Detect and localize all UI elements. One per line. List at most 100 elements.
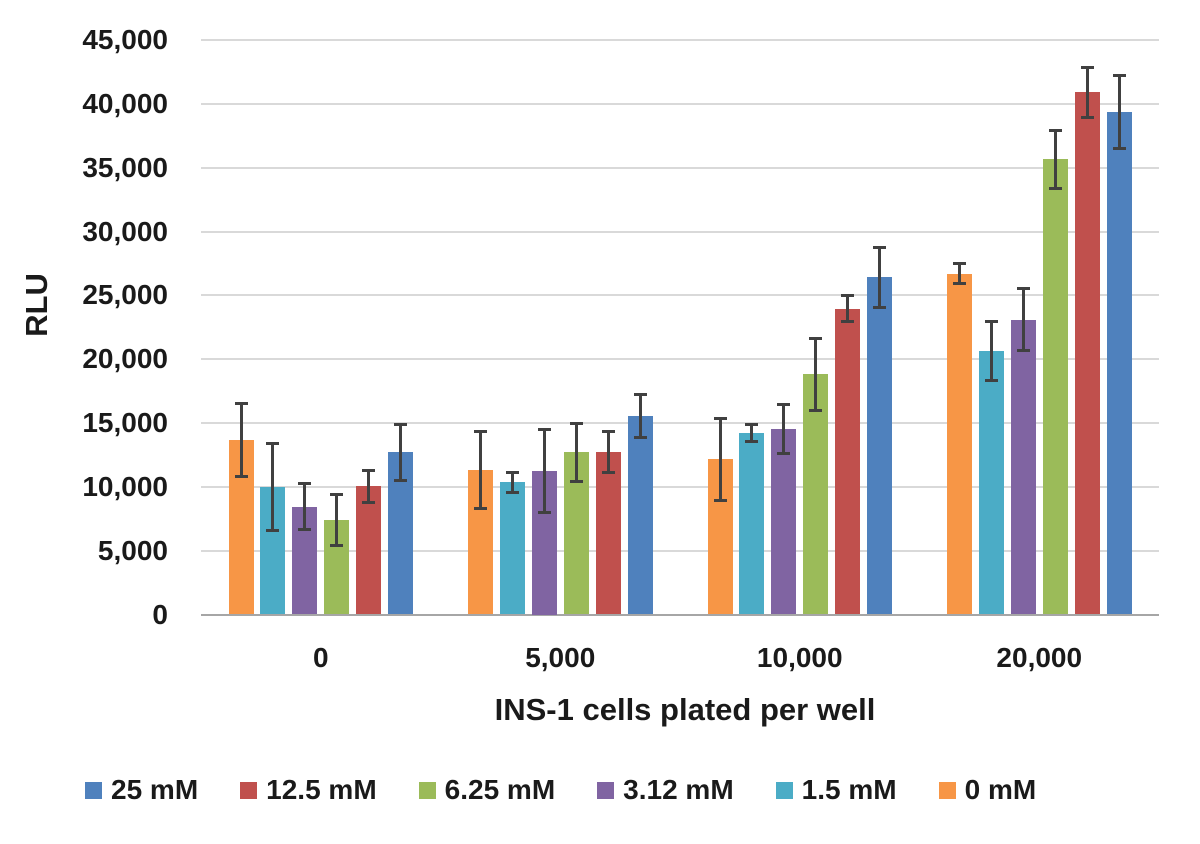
error-bar [878,246,881,309]
error-bar-bottom-cap [362,500,376,504]
error-bar-bottom-cap [537,511,551,514]
legend-item: 6.25 mM [418,774,556,806]
error-bar-top-cap [1048,129,1062,132]
error-bar [335,493,339,547]
bar-12.5mM-20000 [1074,92,1100,615]
error-bar-top-cap [1112,74,1126,78]
gridline [201,294,1159,297]
error-bar [958,263,961,284]
error-bar [239,402,243,477]
legend-item: 12.5 mM [240,774,377,806]
bar-3.12mM-10000 [771,428,797,615]
error-bar-bottom-cap [953,281,966,285]
error-bar-bottom-cap [777,451,791,455]
error-bar-top-cap [873,245,886,249]
error-bar-top-cap [298,482,312,485]
error-bar [814,338,818,411]
gridline [201,102,1159,105]
error-bar [399,423,402,482]
error-bar-bottom-cap [298,528,312,532]
y-tick-label: 5,000 [97,534,168,566]
error-bar-top-cap [394,422,407,426]
error-bar-bottom-cap [841,320,855,324]
y-tick-label: 10,000 [82,470,168,502]
error-bar [1021,288,1025,351]
legend-swatch-icon [240,781,258,799]
legend-label: 3.12 mM [623,774,734,805]
legend-item: 1.5 mM [775,774,897,806]
bar-1.5mM-10000 [739,433,765,615]
bar-25mM-20000 [1106,112,1132,615]
error-bar [303,483,307,531]
error-bar-bottom-cap [745,440,759,444]
bar-12.5mM-10000 [835,308,861,615]
x-tick-label: 10,000 [756,642,843,673]
legend-swatch-icon [775,781,793,799]
gridline [201,358,1159,361]
error-bar-bottom-cap [474,507,487,511]
y-tick-label: 0 [152,598,168,630]
legend-swatch-icon [85,781,102,799]
x-tick-label: 0 [312,642,329,673]
error-bar-bottom-cap [1080,115,1094,119]
bar-6.25mM-10000 [803,374,829,615]
legend: 25 mM 12.5 mM 6.25 mM 3.12 mM 1.5 mM 0 mM [85,772,1036,808]
y-tick-label: 35,000 [82,151,168,183]
legend-swatch-icon [597,781,615,799]
error-bar-bottom-cap [569,479,583,483]
error-bar-bottom-cap [394,479,407,483]
bar-1.5mM-5000 [499,482,525,615]
y-tick-label: 25,000 [82,279,168,311]
error-bar-top-cap [713,416,727,420]
gridline [201,422,1159,424]
error-bar-top-cap [569,422,583,425]
legend-label: 12.5 mM [266,774,377,805]
legend-item: 25 mM [85,774,198,806]
error-bar [574,423,578,482]
error-bar [479,431,482,510]
y-tick-label: 30,000 [82,215,168,247]
legend-swatch-icon [418,781,436,799]
error-bar [271,442,275,531]
error-bar-top-cap [330,492,344,496]
x-tick-label: 5,000 [525,642,596,673]
error-bar [718,417,722,501]
error-bar-top-cap [745,423,759,427]
legend-item: 0 mM [938,774,1036,806]
gridline [201,485,1159,488]
x-tick-label: 20,000 [996,642,1083,673]
y-tick-label: 40,000 [82,87,168,119]
error-bar [989,320,993,381]
y-tick-label: 45,000 [82,24,168,55]
error-bar-top-cap [984,319,998,323]
bar-1.5mM-20000 [978,350,1004,615]
error-bar [638,393,642,439]
error-bar-bottom-cap [984,378,998,382]
x-axis-title: INS-1 cells plated per well [494,692,876,727]
bar-12.5mM-5000 [595,452,621,615]
error-bar-top-cap [841,294,855,298]
error-bar-top-cap [809,337,823,341]
error-bar-top-cap [537,427,551,431]
legend-label: 6.25 mM [444,774,556,805]
error-bar-bottom-cap [1016,348,1030,352]
error-bar-top-cap [601,430,615,434]
bar-6.25mM-20000 [1042,159,1068,615]
error-bar-top-cap [1016,287,1030,291]
error-bar-top-cap [1080,65,1094,69]
bar-0mM-20000 [947,273,972,615]
legend-item: 3.12 mM [597,774,734,806]
error-bar [510,471,514,494]
gridline [201,230,1159,233]
legend-label: 1.5 mM [801,774,897,805]
error-bar-top-cap [362,468,376,472]
y-tick-label: 20,000 [82,343,168,375]
error-bar-bottom-cap [330,544,344,548]
bar-25mM-10000 [867,277,892,615]
error-bar [1117,75,1121,150]
error-bar [1085,66,1089,118]
error-bar-top-cap [474,430,487,434]
error-bar-bottom-cap [633,436,647,440]
